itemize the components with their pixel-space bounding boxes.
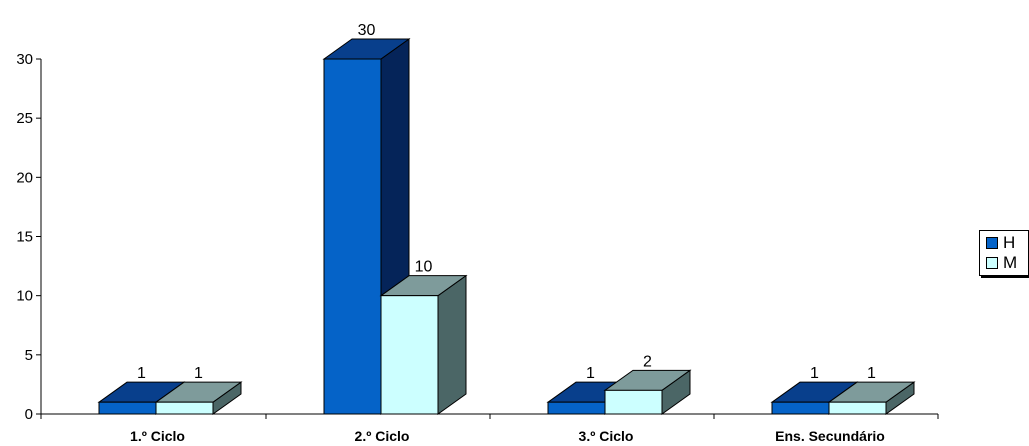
bar-front-face [155, 401, 214, 415]
y-tick-label: 25 [16, 110, 33, 127]
x-category-label: Ens. Secundário [775, 428, 885, 444]
bar-front-face [380, 295, 439, 415]
bar-m-2 [603, 369, 692, 415]
bar-m-0 [154, 381, 243, 415]
legend-label-h: H [1003, 233, 1016, 252]
x-category-label: 2.º Ciclo [355, 428, 410, 444]
data-label: 1 [586, 365, 595, 382]
bar-side-face [437, 274, 467, 415]
legend-swatch-h [986, 237, 998, 249]
bar-front-face [828, 401, 887, 415]
y-tick-label: 20 [16, 169, 33, 186]
legend-label-m: M [1003, 253, 1018, 272]
bar-m-3 [827, 381, 916, 415]
bar-front-face [604, 389, 663, 415]
y-tick-label: 30 [16, 51, 33, 68]
bar-m-1 [379, 274, 468, 415]
x-category-label: 1.º Ciclo [130, 428, 185, 444]
bar-h-1 [322, 38, 411, 415]
bar-front-face [323, 58, 382, 415]
legend-item-m: M [986, 253, 1017, 273]
labels: 0 5 10 15 20 25 30 1.º Ciclo 2.º Ciclo 3.º Ciclo E… [16, 22, 885, 444]
data-label: 10 [415, 259, 433, 276]
bar-front-face [771, 401, 830, 415]
data-label: 1 [867, 365, 876, 382]
y-tick-label: 15 [16, 229, 33, 246]
bar-front-face [547, 401, 606, 415]
legend-item-h: H [986, 233, 1015, 253]
data-label: 30 [358, 22, 376, 39]
axes [36, 58, 939, 419]
bars [97, 38, 916, 415]
data-label: 1 [137, 365, 146, 382]
legend: H M [979, 230, 1029, 276]
legend-swatch-m [986, 257, 998, 269]
x-category-label: 3.º Ciclo [579, 428, 634, 444]
y-tick-label: 5 [25, 347, 33, 364]
bar-front-face [98, 401, 157, 415]
y-tick-label: 10 [16, 288, 33, 305]
data-label: 2 [643, 353, 652, 370]
y-tick-label: 0 [25, 406, 33, 423]
data-label: 1 [810, 365, 819, 382]
data-label: 1 [194, 365, 203, 382]
